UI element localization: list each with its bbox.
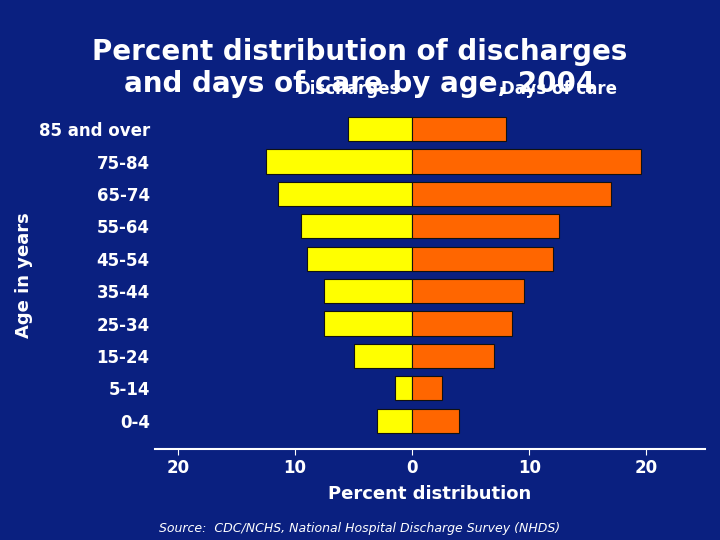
Bar	[413, 150, 641, 174]
Bar	[266, 150, 413, 174]
Text: Source:  CDC/NCHS, National Hospital Discharge Survey (NHDS): Source: CDC/NCHS, National Hospital Disc…	[159, 522, 561, 535]
Bar	[413, 312, 512, 336]
Text: Discharges: Discharges	[296, 80, 400, 98]
Bar	[413, 117, 506, 141]
Bar	[325, 312, 413, 336]
Y-axis label: Age in years: Age in years	[15, 212, 33, 338]
Text: Percent distribution of discharges
and days of care by age, 2004: Percent distribution of discharges and d…	[92, 38, 628, 98]
Bar	[348, 117, 413, 141]
Bar	[301, 214, 413, 239]
Bar	[354, 344, 413, 368]
Bar	[413, 247, 553, 271]
Bar	[413, 409, 459, 433]
Bar	[413, 376, 441, 401]
Bar	[413, 182, 611, 206]
Bar	[413, 344, 494, 368]
Bar	[325, 279, 413, 303]
Bar	[307, 247, 413, 271]
Bar	[395, 376, 413, 401]
Bar	[413, 279, 523, 303]
Text: Days of care: Days of care	[500, 80, 616, 98]
Bar	[413, 214, 559, 239]
Bar	[278, 182, 413, 206]
X-axis label: Percent distribution: Percent distribution	[328, 485, 531, 503]
Bar	[377, 409, 413, 433]
